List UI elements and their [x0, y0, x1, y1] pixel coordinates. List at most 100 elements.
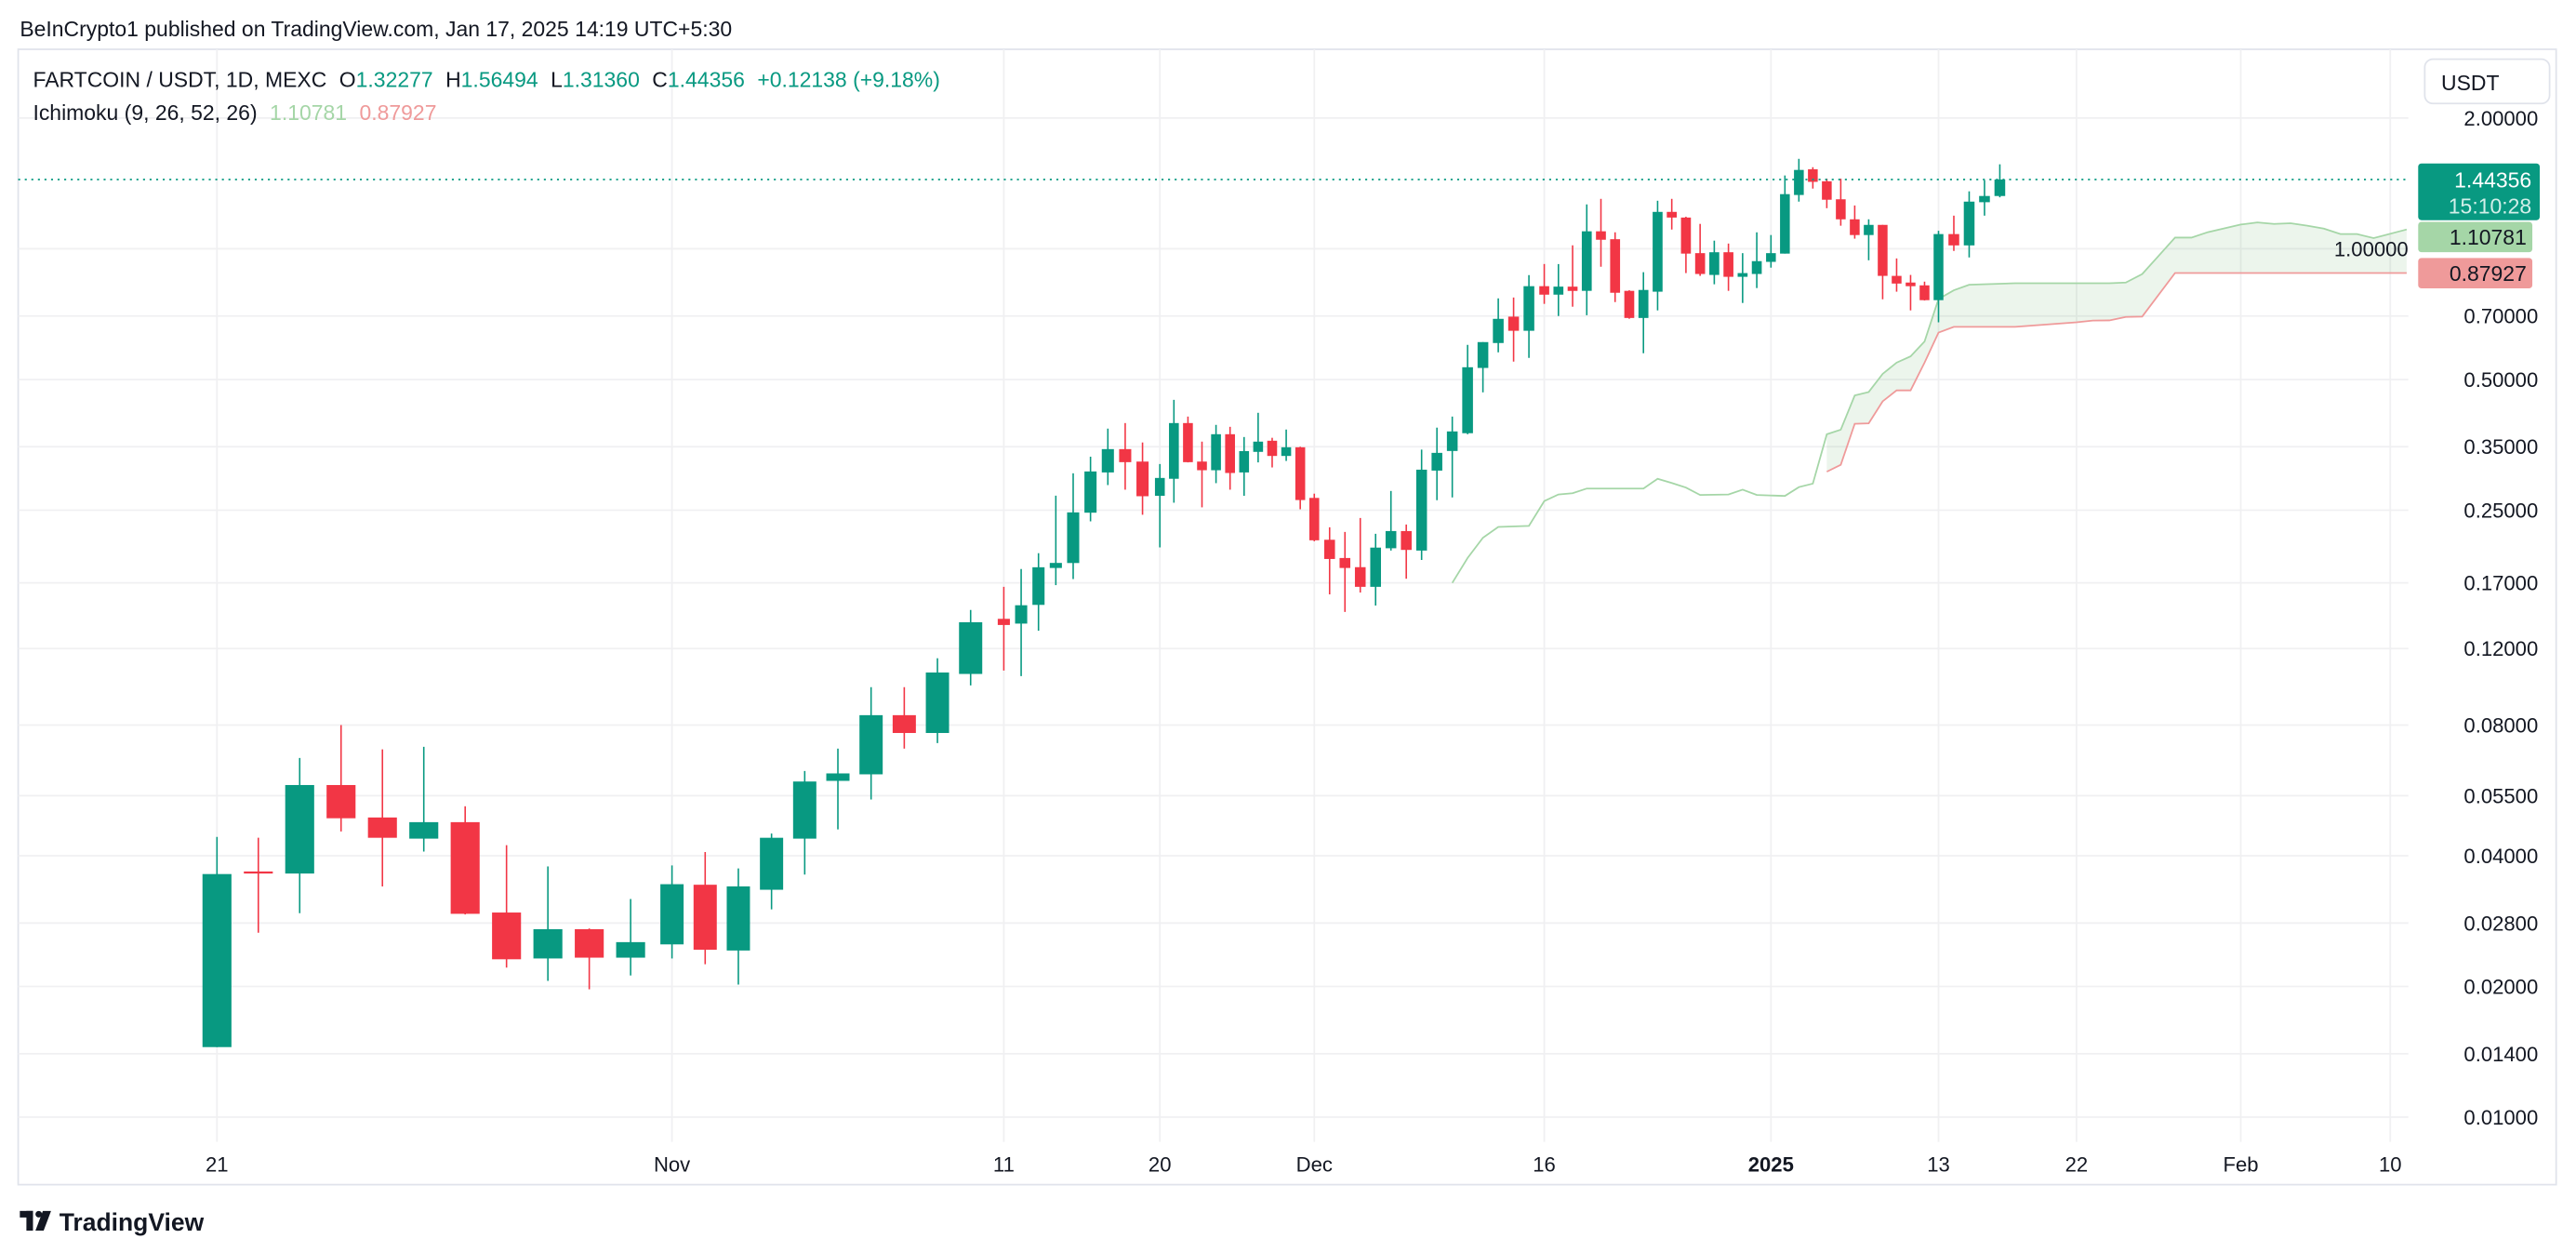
- candle[interactable]: [1385, 490, 1397, 551]
- candle[interactable]: [1822, 179, 1832, 208]
- candle[interactable]: [1101, 428, 1114, 486]
- candle[interactable]: [1354, 517, 1366, 593]
- candle[interactable]: [1067, 473, 1080, 579]
- candle[interactable]: [1780, 175, 1790, 254]
- candle[interactable]: [1850, 205, 1860, 239]
- candle[interactable]: [1211, 424, 1221, 484]
- candle[interactable]: [285, 757, 314, 913]
- candle[interactable]: [1477, 341, 1489, 393]
- candle[interactable]: [1523, 274, 1534, 358]
- candle[interactable]: [1253, 412, 1264, 463]
- candle[interactable]: [1709, 240, 1720, 285]
- candle[interactable]: [1446, 416, 1458, 498]
- candle[interactable]: [792, 770, 817, 875]
- candle[interactable]: [693, 851, 717, 965]
- candle[interactable]: [326, 725, 356, 832]
- candle[interactable]: [1539, 263, 1549, 304]
- candle[interactable]: [1431, 427, 1442, 500]
- candle[interactable]: [616, 899, 645, 976]
- candle[interactable]: [726, 868, 750, 985]
- candle[interactable]: [1766, 234, 1776, 268]
- candles[interactable]: [202, 158, 2006, 1047]
- candle[interactable]: [409, 746, 439, 852]
- candle[interactable]: [1015, 568, 1028, 676]
- candle[interactable]: [1596, 198, 1606, 267]
- candle[interactable]: [1979, 180, 1990, 216]
- candle[interactable]: [859, 686, 883, 800]
- tradingview-logo[interactable]: TradingView: [20, 1208, 205, 1236]
- candle[interactable]: [202, 836, 232, 1047]
- candle[interactable]: [1751, 232, 1762, 288]
- candle[interactable]: [1370, 533, 1381, 606]
- candle[interactable]: [1154, 463, 1165, 548]
- candle[interactable]: [1905, 274, 1916, 311]
- candle[interactable]: [1567, 245, 1578, 307]
- symbol-legend[interactable]: FARTCOIN / USDT, 1D, MEXC O1.32277 H1.56…: [33, 68, 939, 92]
- candle[interactable]: [1994, 164, 2006, 198]
- candle[interactable]: [1723, 243, 1733, 291]
- candle[interactable]: [492, 845, 522, 968]
- candle[interactable]: [1948, 215, 1959, 251]
- candle[interactable]: [760, 833, 784, 910]
- candle[interactable]: [1084, 456, 1097, 522]
- candle[interactable]: [660, 865, 684, 959]
- candle[interactable]: [1624, 290, 1635, 319]
- price-axis[interactable]: 2.00000 1.00000 0.70000 0.50000 0.35000 0.250…: [2334, 107, 2538, 1129]
- candle[interactable]: [1666, 198, 1678, 230]
- candle[interactable]: [1808, 166, 1818, 189]
- candle[interactable]: [450, 806, 480, 915]
- candle[interactable]: [1493, 298, 1504, 353]
- candle[interactable]: [1933, 231, 1944, 323]
- candle[interactable]: [1836, 179, 1846, 226]
- currency-button[interactable]: USDT: [2423, 58, 2551, 105]
- candle[interactable]: [925, 658, 949, 743]
- candle[interactable]: [1878, 224, 1888, 300]
- candle[interactable]: [1963, 191, 1975, 258]
- candle[interactable]: [1197, 441, 1207, 508]
- candle[interactable]: [1462, 344, 1473, 434]
- candle[interactable]: [1680, 217, 1692, 273]
- candle[interactable]: [1295, 446, 1306, 510]
- candle[interactable]: [1169, 399, 1179, 503]
- candle[interactable]: [1032, 553, 1045, 632]
- candle[interactable]: [533, 866, 563, 981]
- candle[interactable]: [1136, 442, 1149, 515]
- candle[interactable]: [1308, 493, 1320, 541]
- price-tick-label: 0.35000: [2463, 435, 2538, 459]
- candle[interactable]: [1049, 495, 1062, 586]
- candle[interactable]: [1183, 416, 1193, 463]
- candle-body: [1211, 433, 1221, 471]
- candle[interactable]: [1610, 232, 1621, 302]
- candle[interactable]: [959, 609, 983, 686]
- candle[interactable]: [1339, 531, 1351, 612]
- candle[interactable]: [1267, 437, 1278, 468]
- candle[interactable]: [1323, 526, 1335, 594]
- candle[interactable]: [1581, 204, 1592, 315]
- candle[interactable]: [1919, 281, 1930, 301]
- candle[interactable]: [1892, 258, 1902, 292]
- candle[interactable]: [1401, 524, 1412, 579]
- candle[interactable]: [1281, 429, 1292, 461]
- candle[interactable]: [1737, 253, 1748, 303]
- candle[interactable]: [575, 928, 604, 990]
- candle[interactable]: [1507, 297, 1520, 362]
- candle[interactable]: [1638, 272, 1649, 353]
- time-axis[interactable]: 21 Nov 11 20 Dec 16 2025 13 22 Feb 10: [206, 1152, 2402, 1176]
- candle[interactable]: [1864, 219, 1874, 260]
- candle[interactable]: [1694, 223, 1706, 276]
- candle[interactable]: [244, 837, 273, 933]
- candle[interactable]: [826, 748, 850, 830]
- candle[interactable]: [892, 686, 916, 749]
- candle[interactable]: [1553, 263, 1564, 316]
- candle[interactable]: [1653, 200, 1663, 311]
- candle[interactable]: [1239, 436, 1250, 497]
- candle[interactable]: [1225, 426, 1235, 490]
- indicator-legend[interactable]: Ichimoku (9, 26, 52, 26) 1.10781 0.87927: [33, 100, 436, 125]
- close-value: 1.44356: [668, 68, 745, 92]
- candle[interactable]: [997, 586, 1010, 671]
- candle-body: [959, 621, 983, 674]
- candle[interactable]: [1415, 449, 1427, 560]
- candle[interactable]: [367, 749, 397, 886]
- candle[interactable]: [1119, 422, 1132, 490]
